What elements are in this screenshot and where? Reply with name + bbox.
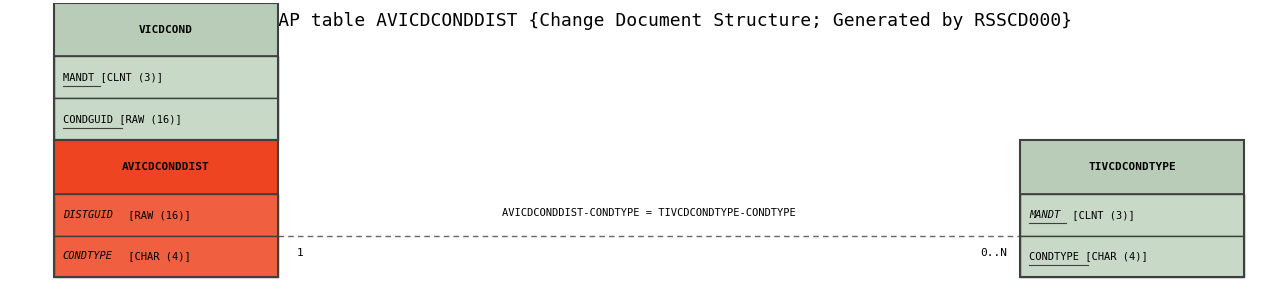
Bar — [1020, 236, 1244, 277]
Text: [CHAR (4)]: [CHAR (4)] — [122, 251, 191, 261]
Text: CONDTYPE [CHAR (4)]: CONDTYPE [CHAR (4)] — [1029, 251, 1148, 261]
Text: CONDTYPE: CONDTYPE — [63, 251, 113, 261]
Text: AVICDCONDDIST-CONDTYPE = TIVCDCONDTYPE-CONDTYPE: AVICDCONDDIST-CONDTYPE = TIVCDCONDTYPE-C… — [502, 208, 795, 218]
Bar — [1020, 140, 1244, 194]
Text: TIVCDCONDTYPE: TIVCDCONDTYPE — [1088, 162, 1176, 172]
Text: [CLNT (3)]: [CLNT (3)] — [1067, 210, 1135, 220]
Text: [RAW (16)]: [RAW (16)] — [122, 210, 191, 220]
Bar — [54, 3, 278, 57]
Text: SAP ABAP table AVICDCONDDIST {Change Document Structure; Generated by RSSCD000}: SAP ABAP table AVICDCONDDIST {Change Doc… — [213, 12, 1072, 30]
Bar — [54, 57, 278, 98]
Text: DISTGUID: DISTGUID — [63, 210, 113, 220]
Bar — [54, 3, 278, 140]
Text: 1: 1 — [297, 248, 303, 258]
Text: 0..N: 0..N — [980, 248, 1007, 258]
Text: AVICDCONDDIST: AVICDCONDDIST — [122, 162, 209, 172]
Bar — [54, 194, 278, 236]
Bar — [1020, 194, 1244, 236]
Text: MANDT [CLNT (3)]: MANDT [CLNT (3)] — [63, 72, 163, 82]
Bar — [1020, 140, 1244, 277]
Bar — [54, 140, 278, 194]
Bar — [54, 140, 278, 277]
Text: VICDCOND: VICDCOND — [139, 25, 193, 35]
Bar — [54, 236, 278, 277]
Text: MANDT: MANDT — [1029, 210, 1060, 220]
Text: CONDGUID [RAW (16)]: CONDGUID [RAW (16)] — [63, 114, 181, 124]
Bar — [54, 98, 278, 140]
